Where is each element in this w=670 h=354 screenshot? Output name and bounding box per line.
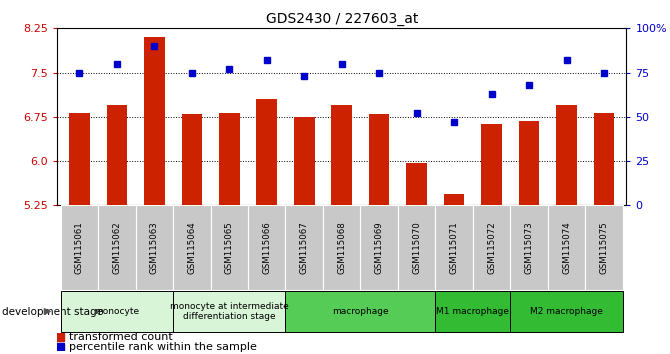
Bar [473, 205, 511, 290]
Bar [182, 114, 202, 205]
Bar [294, 117, 314, 205]
Text: GSM115070: GSM115070 [412, 221, 421, 274]
Text: percentile rank within the sample: percentile rank within the sample [70, 342, 257, 352]
Bar [369, 114, 389, 205]
Bar [61, 291, 173, 332]
Bar [285, 205, 323, 290]
Bar [61, 205, 98, 290]
Bar [556, 105, 577, 205]
Text: GSM115068: GSM115068 [337, 221, 346, 274]
Bar [360, 205, 398, 290]
Bar [69, 113, 90, 205]
Bar [436, 291, 511, 332]
Bar [248, 205, 285, 290]
Bar [144, 37, 165, 205]
Text: development stage: development stage [2, 307, 103, 316]
Bar [98, 205, 135, 290]
Bar [210, 205, 248, 290]
Text: macrophage: macrophage [332, 307, 389, 316]
Text: GSM115067: GSM115067 [299, 221, 309, 274]
Bar [285, 291, 436, 332]
Bar [519, 121, 539, 205]
Text: GSM115064: GSM115064 [188, 221, 196, 274]
Text: GSM115075: GSM115075 [600, 221, 608, 274]
Bar [511, 291, 622, 332]
Bar [481, 125, 502, 205]
Text: transformed count: transformed count [70, 332, 174, 342]
Bar [511, 205, 548, 290]
Text: GSM115073: GSM115073 [525, 221, 533, 274]
Text: GSM115069: GSM115069 [375, 222, 384, 274]
Bar [398, 205, 436, 290]
Bar [257, 99, 277, 205]
Bar [323, 205, 360, 290]
Bar [173, 291, 285, 332]
Text: GSM115072: GSM115072 [487, 221, 496, 274]
Bar [548, 205, 585, 290]
Bar [173, 205, 210, 290]
Text: GSM115071: GSM115071 [450, 221, 458, 274]
Bar [135, 205, 173, 290]
Bar [107, 105, 127, 205]
Text: GSM115063: GSM115063 [150, 221, 159, 274]
Text: M2 macrophage: M2 macrophage [530, 307, 603, 316]
Text: monocyte: monocyte [94, 307, 139, 316]
Text: GSM115074: GSM115074 [562, 221, 571, 274]
Bar [219, 113, 240, 205]
Text: GSM115066: GSM115066 [262, 221, 271, 274]
Bar [585, 205, 622, 290]
Bar [406, 163, 427, 205]
Bar [332, 105, 352, 205]
Text: monocyte at intermediate
differentiation stage: monocyte at intermediate differentiation… [170, 302, 289, 321]
Text: GSM115061: GSM115061 [75, 221, 84, 274]
Bar [594, 113, 614, 205]
Text: GSM115062: GSM115062 [113, 221, 121, 274]
Text: GSM115065: GSM115065 [225, 221, 234, 274]
Bar [436, 205, 473, 290]
Title: GDS2430 / 227603_at: GDS2430 / 227603_at [265, 12, 418, 26]
Bar [444, 194, 464, 205]
Text: M1 macrophage: M1 macrophage [436, 307, 509, 316]
